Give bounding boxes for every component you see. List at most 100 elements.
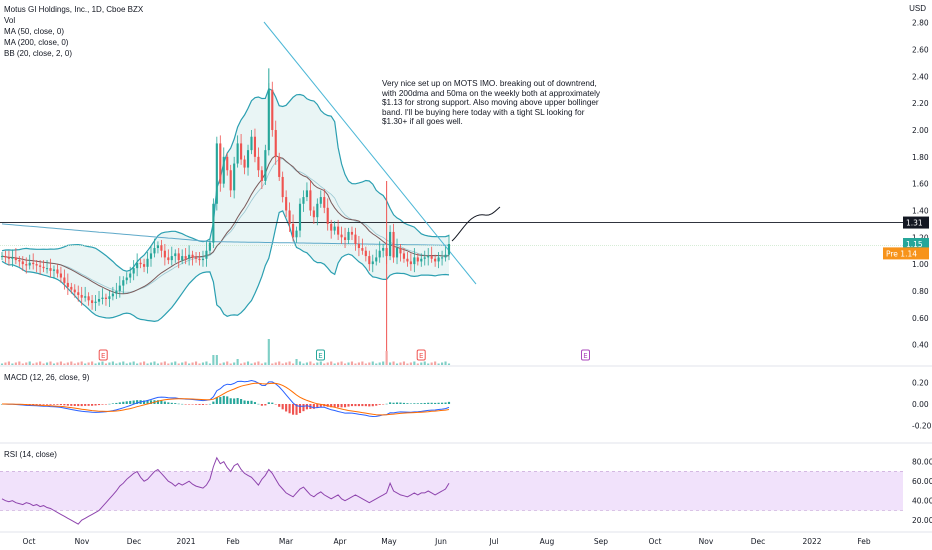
macd-histogram-bar bbox=[163, 401, 166, 404]
macd-histogram-bar bbox=[125, 401, 128, 404]
earnings-marker bbox=[316, 349, 325, 361]
candle-body bbox=[101, 297, 104, 299]
volume-bar bbox=[198, 363, 201, 365]
volume-bar bbox=[423, 361, 426, 365]
macd-histogram-bar bbox=[444, 402, 447, 404]
volume-bar bbox=[222, 362, 225, 365]
volume-bar bbox=[413, 361, 416, 365]
candle-body bbox=[333, 226, 336, 231]
macd-histogram-bar bbox=[94, 404, 97, 406]
macd-pane[interactable] bbox=[0, 379, 451, 418]
macd-histogram-bar bbox=[409, 403, 412, 405]
rsi-tick-label: 20.00 bbox=[912, 516, 932, 525]
candle-body bbox=[42, 266, 45, 269]
macd-histogram-bar bbox=[132, 400, 135, 404]
volume-bar bbox=[153, 361, 156, 365]
volume-bar bbox=[170, 362, 173, 365]
macd-histogram-bar bbox=[441, 402, 444, 404]
candle-body bbox=[0, 256, 4, 258]
volume-bar bbox=[32, 363, 35, 365]
candle-body bbox=[184, 256, 187, 259]
candle-body bbox=[312, 210, 315, 218]
candle-body bbox=[298, 203, 302, 231]
downtrend-line bbox=[263, 21, 477, 285]
candle-body bbox=[437, 257, 440, 262]
volume-bar bbox=[97, 362, 101, 365]
volume-bar bbox=[77, 362, 80, 365]
macd-histogram-bar bbox=[305, 404, 308, 410]
volume-bar bbox=[160, 362, 163, 365]
candle-body bbox=[177, 253, 180, 261]
macd-histogram-bar bbox=[129, 400, 132, 404]
price-tag-label: Pre 1.14 bbox=[886, 249, 917, 258]
bollinger-fill bbox=[2, 88, 449, 322]
price-tick-label: 1.20 bbox=[912, 233, 929, 242]
macd-histogram-bar bbox=[122, 401, 125, 404]
candle-body bbox=[288, 210, 291, 224]
volume-bar bbox=[73, 363, 76, 365]
macd-histogram-bar bbox=[257, 403, 260, 405]
price-tag-label: 1.31 bbox=[906, 219, 923, 228]
volume-bar bbox=[188, 363, 191, 365]
earnings-marker-label: E bbox=[101, 352, 105, 360]
macd-histogram-bar bbox=[250, 400, 253, 404]
volume-bar bbox=[25, 362, 28, 365]
price-tick-label: 1.80 bbox=[912, 153, 929, 162]
candle-body bbox=[236, 143, 239, 164]
volume-bar bbox=[205, 361, 208, 365]
candle-body bbox=[229, 170, 232, 191]
candle-body bbox=[56, 269, 59, 274]
candle-body bbox=[243, 159, 246, 168]
macd-histogram-bar bbox=[108, 403, 111, 405]
macd-histogram-bar bbox=[167, 402, 170, 404]
macd-line bbox=[1, 379, 450, 418]
candle-body bbox=[167, 257, 170, 261]
x-tick-label: Dec bbox=[751, 537, 766, 546]
macd-histogram-bar bbox=[357, 404, 360, 407]
volume-bar bbox=[354, 363, 357, 365]
macd-histogram-bar bbox=[288, 404, 291, 414]
volume-bar bbox=[319, 361, 322, 365]
earnings-marker bbox=[98, 349, 108, 361]
volume-bar bbox=[240, 363, 243, 365]
candle-body bbox=[295, 230, 298, 238]
candle-body bbox=[420, 258, 423, 262]
rsi-pane[interactable] bbox=[0, 456, 903, 525]
macd-histogram-bar bbox=[236, 398, 239, 404]
volume-bar bbox=[406, 363, 409, 365]
volume-bar bbox=[184, 361, 187, 365]
macd-histogram-bar bbox=[160, 400, 163, 404]
macd-histogram-bar bbox=[118, 402, 121, 404]
macd-histogram-bar bbox=[333, 404, 336, 408]
candle-body bbox=[285, 197, 288, 211]
volume-bar bbox=[59, 361, 62, 365]
macd-histogram-bar bbox=[42, 404, 45, 405]
macd-histogram-bar bbox=[77, 404, 80, 407]
macd-histogram-bar bbox=[188, 404, 191, 405]
rsi-tick-label: 40.00 bbox=[912, 497, 932, 506]
macd-histogram-bar bbox=[39, 404, 42, 405]
candle-body bbox=[39, 265, 42, 267]
candle-body bbox=[305, 190, 308, 198]
candle-body bbox=[444, 254, 447, 258]
macd-histogram-bar bbox=[371, 404, 374, 407]
volume-bar bbox=[246, 361, 250, 365]
candle-body bbox=[52, 269, 56, 271]
x-tick-label: May bbox=[381, 537, 397, 546]
volume-bar bbox=[118, 362, 121, 365]
macd-histogram-bar bbox=[246, 400, 250, 404]
volume-bar bbox=[444, 361, 447, 365]
volume-bar bbox=[253, 362, 257, 365]
macd-histogram-bar bbox=[32, 404, 35, 405]
volume-bar bbox=[7, 361, 10, 365]
macd-histogram-bar bbox=[253, 402, 257, 404]
price-tick-label: 2.60 bbox=[912, 46, 929, 55]
macd-title: MACD (12, 26, close, 9) bbox=[4, 373, 90, 382]
volume-bar bbox=[125, 363, 128, 365]
macd-histogram-bar bbox=[205, 404, 208, 405]
volume-bar bbox=[91, 361, 94, 365]
candle-body bbox=[409, 261, 412, 265]
candle-body bbox=[281, 176, 284, 198]
